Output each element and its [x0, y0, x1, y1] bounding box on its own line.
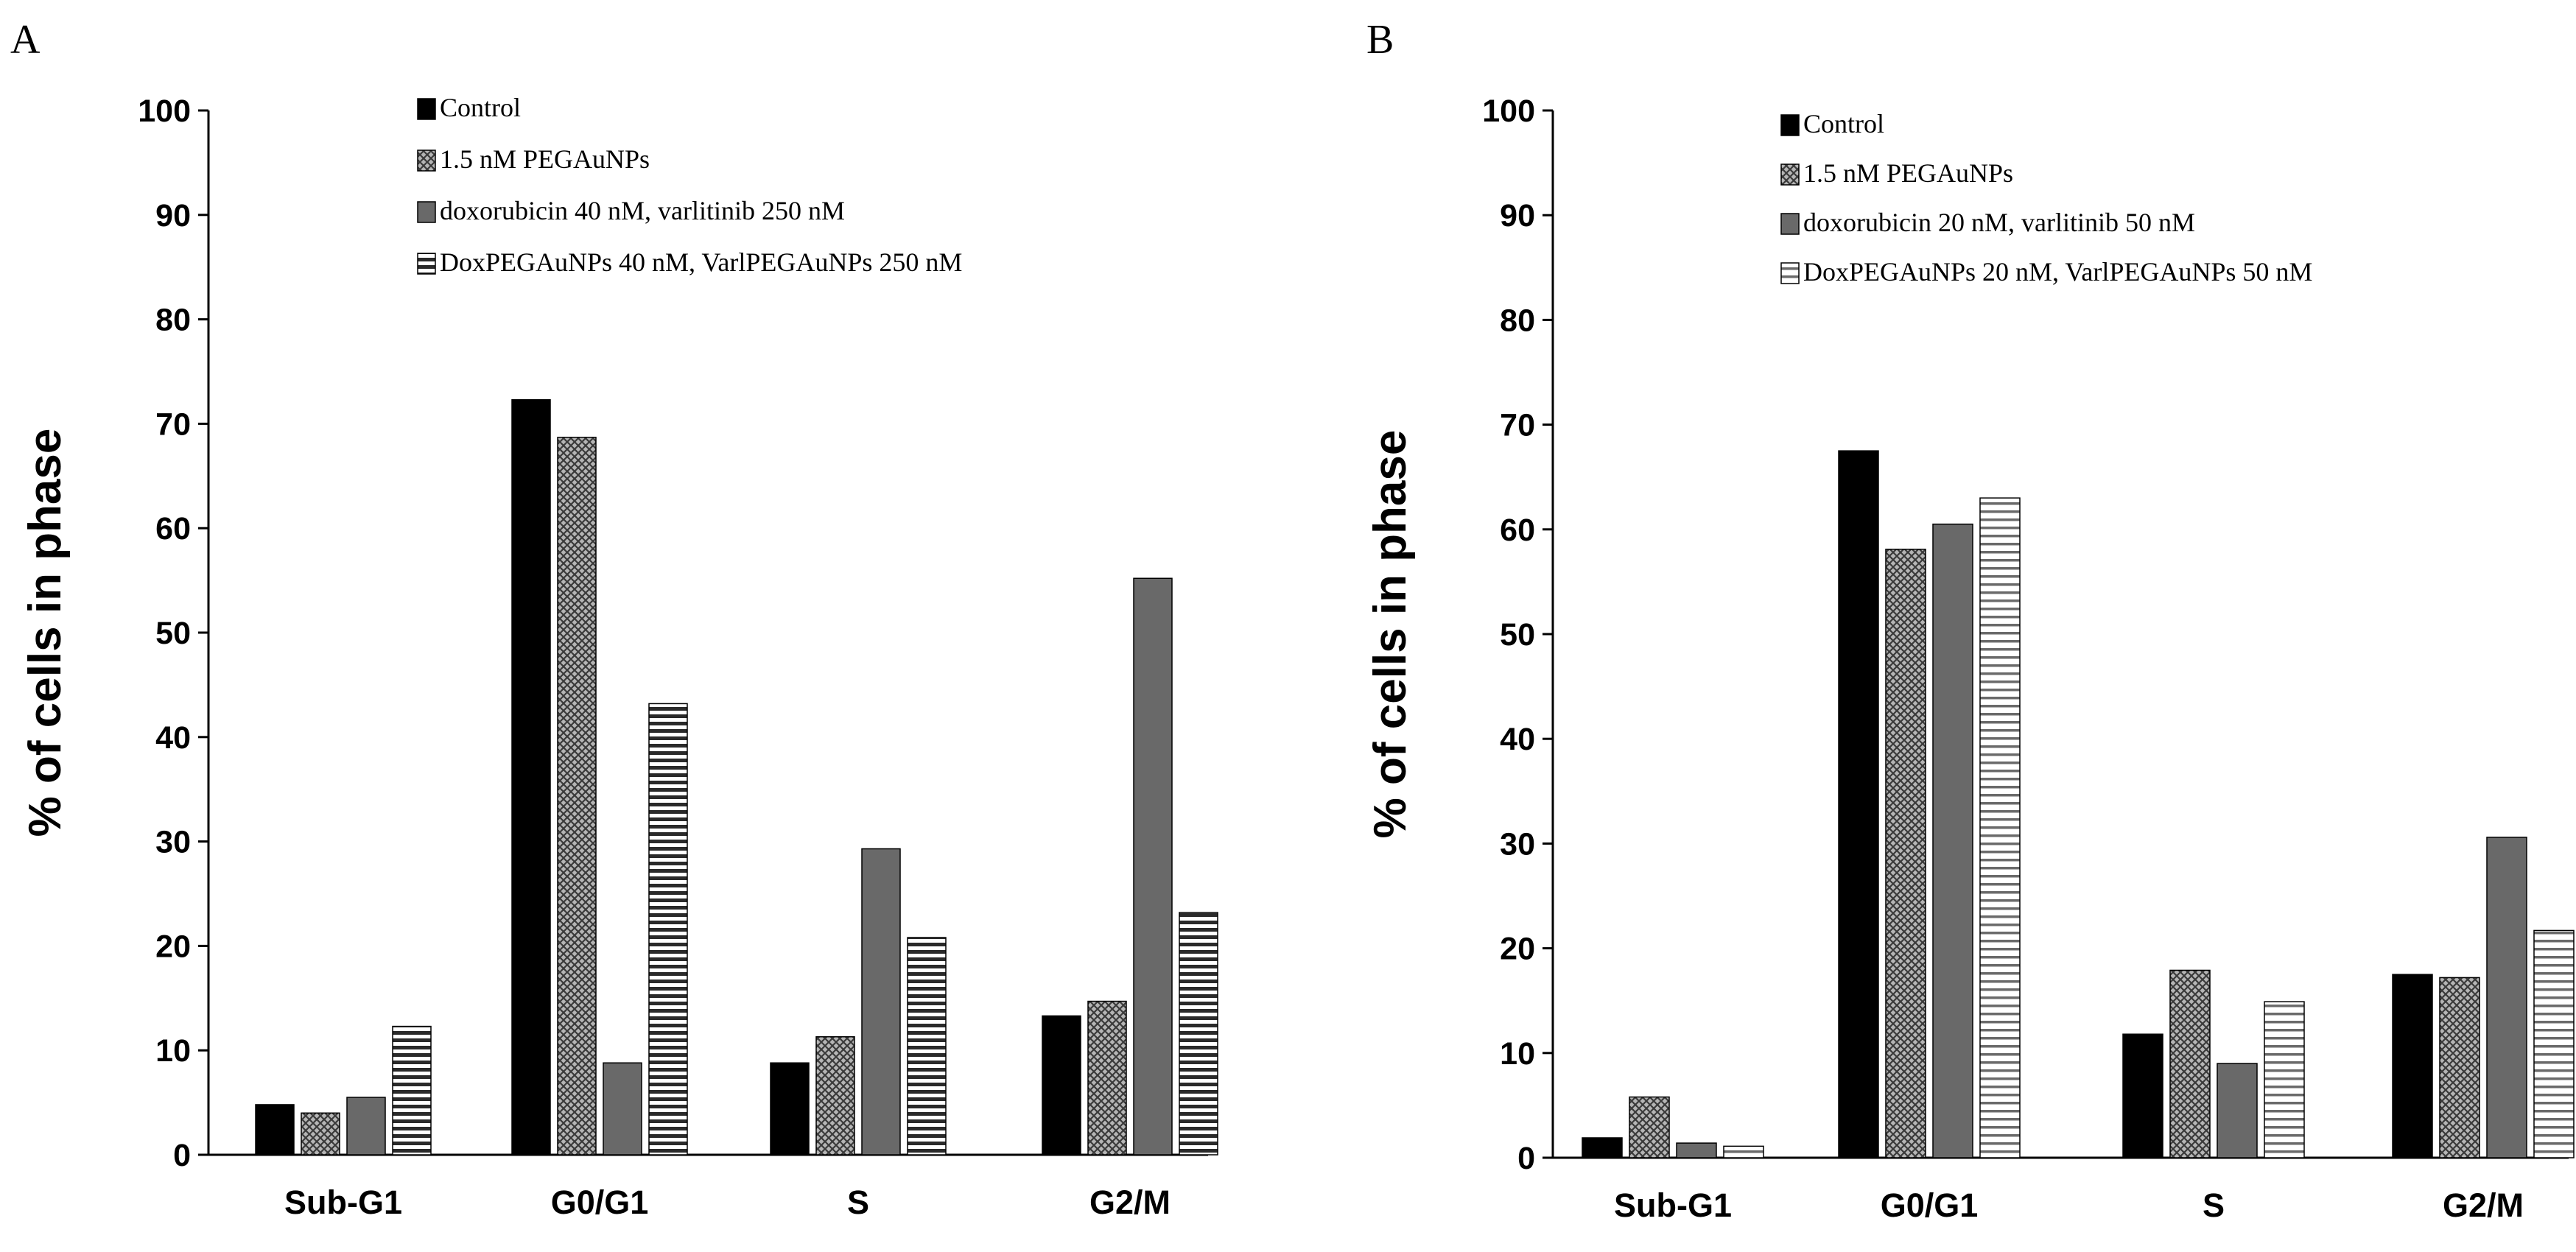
bar-solid-black — [1582, 1137, 1623, 1158]
legend-label: Control — [1803, 109, 1884, 138]
bar-solid-gray — [346, 1097, 386, 1156]
y-tick-label: 60 — [1500, 513, 1535, 548]
y-tick-label: 100 — [1482, 94, 1535, 129]
x-category-label: Sub-G1 — [284, 1184, 402, 1221]
bar-horizontal-stripes-dark — [648, 703, 688, 1156]
bar-solid-black — [511, 399, 551, 1156]
bar-crosshatch-gray — [815, 1036, 855, 1156]
y-tick-label: 70 — [1500, 408, 1535, 443]
legend-swatch — [1780, 262, 1800, 284]
bar-crosshatch-gray — [1629, 1096, 1670, 1158]
x-category-label: G2/M — [2443, 1186, 2524, 1224]
panel-letter: A — [10, 17, 41, 63]
panel-b: B 0 10 20 30 40 50 60 70 80 90 100 % of cells in pha… — [1365, 17, 2575, 1224]
y-tick-label: 0 — [1517, 1141, 1535, 1176]
bar-horizontal-stripes-dark — [907, 937, 947, 1156]
y-tick-label: 10 — [1500, 1036, 1535, 1072]
y-tick-label: 90 — [155, 198, 191, 233]
y-tick-label: 80 — [155, 303, 191, 338]
bar-horizontal-stripes-light — [2533, 929, 2575, 1158]
x-category-label: Sub-G1 — [1614, 1186, 1732, 1224]
bar-solid-black — [1838, 450, 1879, 1158]
bar-solid-gray — [1133, 577, 1173, 1156]
bar-solid-gray — [2486, 837, 2527, 1158]
x-category-label: S — [847, 1184, 869, 1221]
legend-swatch — [417, 201, 436, 223]
bar-solid-black — [770, 1062, 810, 1156]
legend-label: DoxPEGAuNPs 20 nM, VarlPEGAuNPs 50 nM — [1803, 257, 2312, 286]
legend-swatch — [1780, 114, 1800, 136]
bar-horizontal-stripes-light — [1979, 497, 2021, 1158]
bar-solid-gray — [2217, 1063, 2258, 1158]
legend-swatch — [1780, 213, 1800, 235]
legend-label: 1.5 nM PEGAuNPs — [440, 144, 650, 174]
y-tick-label: 40 — [155, 720, 191, 756]
y-tick-label: 30 — [155, 825, 191, 860]
y-tick-label: 10 — [155, 1033, 191, 1069]
x-category-label: G2/M — [1089, 1184, 1171, 1221]
bar-crosshatch-gray — [1885, 549, 1926, 1158]
x-category-label: S — [2203, 1186, 2225, 1224]
bar-horizontal-stripes-dark — [1179, 912, 1218, 1156]
bar-horizontal-stripes-dark — [392, 1025, 432, 1156]
y-tick-label: 60 — [155, 511, 191, 546]
bar-solid-gray — [1932, 523, 1973, 1158]
legend-label: 1.5 nM PEGAuNPs — [1803, 158, 2013, 188]
x-category-label: G0/G1 — [551, 1184, 649, 1221]
bar-solid-black — [2122, 1033, 2163, 1158]
bar-solid-gray — [1676, 1142, 1717, 1158]
y-tick-label: 50 — [1500, 617, 1535, 653]
bar-horizontal-stripes-light — [2264, 1001, 2305, 1158]
y-tick-label: 50 — [155, 616, 191, 651]
y-tick-label: 30 — [1500, 826, 1535, 862]
x-category-label: G0/G1 — [1881, 1186, 1979, 1224]
bar-solid-black — [255, 1104, 295, 1156]
legend-label: DoxPEGAuNPs 40 nM, VarlPEGAuNPs 250 nM — [440, 247, 962, 277]
bar-solid-gray — [861, 848, 901, 1156]
legend-swatch — [417, 150, 436, 172]
y-tick-label: 90 — [1500, 198, 1535, 233]
legend-label: doxorubicin 20 nM, varlitinib 50 nM — [1803, 208, 2195, 237]
y-axis-label: % of cells in phase — [1365, 430, 1416, 839]
bar-solid-black — [1042, 1015, 1081, 1156]
legend-swatch — [417, 98, 436, 120]
y-tick-label: 100 — [138, 94, 191, 129]
bar-crosshatch-gray — [2439, 977, 2480, 1158]
panel-a: A 0 10 20 30 40 50 60 70 80 90 100 % of cells in pha… — [10, 17, 1218, 1221]
y-tick-label: 0 — [173, 1138, 191, 1173]
panel-letter: B — [1366, 17, 1394, 63]
legend-label: Control — [440, 93, 521, 122]
y-tick-label: 20 — [155, 929, 191, 964]
bar-crosshatch-gray — [2169, 969, 2211, 1158]
y-tick-label: 40 — [1500, 722, 1535, 757]
y-tick-label: 80 — [1500, 303, 1535, 338]
bar-solid-gray — [603, 1062, 642, 1156]
legend-label: doxorubicin 40 nM, varlitinib 250 nM — [440, 196, 845, 225]
bar-horizontal-stripes-light — [1723, 1145, 1764, 1158]
bar-crosshatch-gray — [301, 1112, 340, 1156]
y-tick-label: 20 — [1500, 932, 1535, 967]
legend-swatch — [417, 253, 436, 275]
bar-solid-black — [2392, 974, 2433, 1158]
y-tick-label: 70 — [155, 407, 191, 442]
bar-crosshatch-gray — [557, 437, 597, 1156]
bar-crosshatch-gray — [1087, 1000, 1127, 1156]
y-axis-label: % of cells in phase — [20, 429, 71, 837]
legend-swatch — [1780, 163, 1800, 186]
